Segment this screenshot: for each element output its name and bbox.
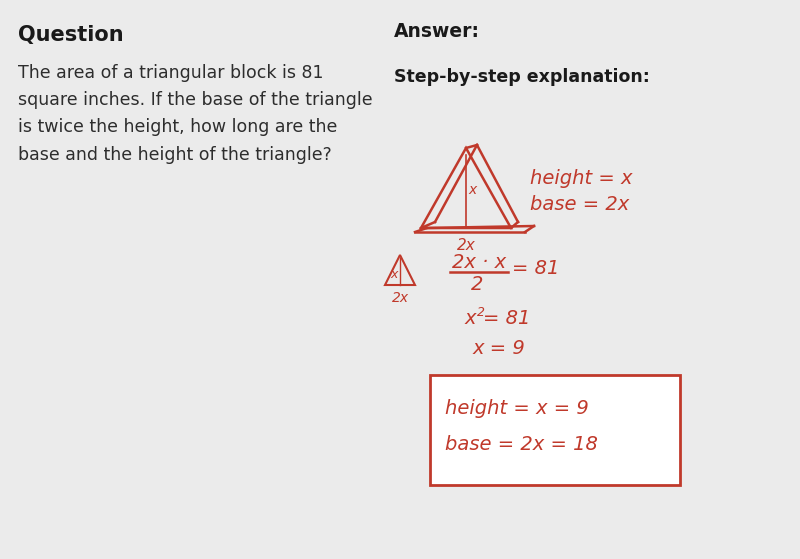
Text: 2: 2 [471, 276, 483, 295]
Text: x: x [468, 183, 476, 197]
Text: x: x [465, 309, 477, 328]
Text: x = 9: x = 9 [472, 339, 525, 358]
FancyBboxPatch shape [430, 375, 680, 485]
Text: base = 2x: base = 2x [530, 196, 630, 215]
Text: 2: 2 [477, 306, 485, 319]
Text: Question: Question [18, 25, 123, 45]
Text: The area of a triangular block is 81
square inches. If the base of the triangle
: The area of a triangular block is 81 squ… [18, 64, 372, 164]
Text: Step-by-step explanation:: Step-by-step explanation: [394, 68, 650, 86]
Text: height = x = 9: height = x = 9 [445, 399, 589, 418]
Text: base = 2x = 18: base = 2x = 18 [445, 435, 598, 454]
Text: 2x: 2x [457, 238, 475, 253]
Text: Answer:: Answer: [394, 22, 480, 41]
Text: 2x · x: 2x · x [452, 253, 506, 272]
Text: = 81: = 81 [512, 258, 559, 277]
Text: = 81: = 81 [483, 309, 530, 328]
Text: height = x: height = x [530, 168, 633, 187]
Text: x: x [390, 268, 398, 281]
Text: 2x: 2x [391, 291, 409, 305]
